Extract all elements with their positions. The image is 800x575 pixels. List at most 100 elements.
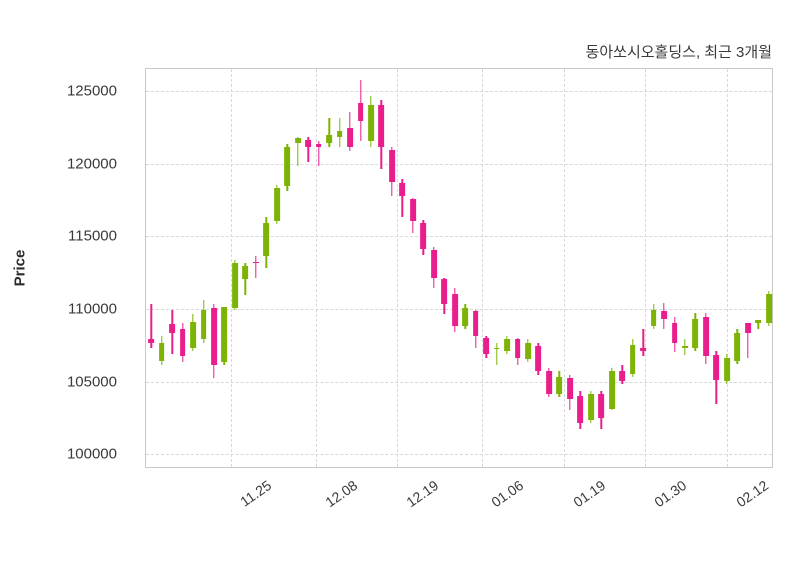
candlestick[interactable] — [544, 67, 554, 467]
candlestick[interactable] — [272, 67, 282, 467]
candlestick[interactable] — [167, 67, 177, 467]
candlestick[interactable] — [680, 67, 690, 467]
candlestick-body — [515, 339, 521, 358]
candlestick[interactable] — [209, 67, 219, 467]
candlestick[interactable] — [732, 67, 742, 467]
candlestick[interactable] — [764, 67, 774, 467]
x-axis-tick-label: 01.19 — [570, 477, 608, 510]
candlestick[interactable] — [607, 67, 617, 467]
candlestick[interactable] — [627, 67, 637, 467]
candlestick[interactable] — [460, 67, 470, 467]
candlestick-body — [755, 320, 761, 323]
candlestick-body — [546, 371, 552, 394]
candlestick-body — [420, 223, 426, 249]
candlestick[interactable] — [554, 67, 564, 467]
candlestick-body — [253, 262, 259, 264]
candlestick[interactable] — [690, 67, 700, 467]
candlestick[interactable] — [408, 67, 418, 467]
candlestick[interactable] — [324, 67, 334, 467]
candlestick-body — [494, 348, 500, 350]
y-axis-title-label: Price — [12, 250, 29, 287]
candlestick-body — [588, 394, 594, 420]
candlestick[interactable] — [334, 67, 344, 467]
candlestick[interactable] — [743, 67, 753, 467]
candlestick[interactable] — [512, 67, 522, 467]
candlestick-body — [766, 294, 772, 323]
candlestick[interactable] — [523, 67, 533, 467]
candlestick[interactable] — [439, 67, 449, 467]
candlestick-body — [703, 317, 709, 356]
candlestick-body — [347, 128, 353, 147]
candlestick[interactable] — [282, 67, 292, 467]
candlestick[interactable] — [313, 67, 323, 467]
candlestick-body — [577, 396, 583, 424]
candlestick[interactable] — [596, 67, 606, 467]
candlestick[interactable] — [648, 67, 658, 467]
candlestick[interactable] — [502, 67, 512, 467]
y-axis-tick-label: 125000 — [42, 82, 117, 99]
candlestick-wick — [255, 256, 256, 278]
candlestick-body — [316, 144, 322, 147]
candlestick-body — [619, 371, 625, 381]
candlestick[interactable] — [701, 67, 711, 467]
candlestick-body — [232, 263, 238, 308]
candlestick[interactable] — [470, 67, 480, 467]
candlestick-body — [682, 346, 688, 348]
candlestick-body — [693, 319, 699, 348]
candlestick[interactable] — [366, 67, 376, 467]
candlestick-body — [724, 358, 730, 381]
candlestick-body — [651, 310, 657, 326]
candlestick-body — [661, 311, 667, 318]
candlestick[interactable] — [418, 67, 428, 467]
candlestick[interactable] — [722, 67, 732, 467]
candlestick[interactable] — [669, 67, 679, 467]
y-axis-tick-label: 110000 — [42, 301, 117, 318]
candlestick[interactable] — [565, 67, 575, 467]
candlestick-body — [305, 140, 311, 147]
candlestick[interactable] — [251, 67, 261, 467]
candlestick[interactable] — [387, 67, 397, 467]
candlestick[interactable] — [575, 67, 585, 467]
candlestick-body — [201, 310, 207, 339]
candlestick[interactable] — [429, 67, 439, 467]
candlestick[interactable] — [711, 67, 721, 467]
candlestick[interactable] — [397, 67, 407, 467]
candlestick[interactable] — [659, 67, 669, 467]
candlestick[interactable] — [638, 67, 648, 467]
y-axis-tick-label: 115000 — [42, 228, 117, 245]
x-axis-tick-label: 02.12 — [733, 477, 771, 510]
candlestick-body — [745, 323, 751, 333]
x-axis-tick-label: 01.06 — [488, 477, 526, 510]
candlestick[interactable] — [293, 67, 303, 467]
candlestick[interactable] — [240, 67, 250, 467]
candlestick[interactable] — [156, 67, 166, 467]
candlestick[interactable] — [491, 67, 501, 467]
candlestick[interactable] — [146, 67, 156, 467]
candlestick[interactable] — [198, 67, 208, 467]
candlestick[interactable] — [188, 67, 198, 467]
candlestick[interactable] — [345, 67, 355, 467]
candlestick[interactable] — [450, 67, 460, 467]
candlestick[interactable] — [376, 67, 386, 467]
candlestick[interactable] — [230, 67, 240, 467]
candlestick[interactable] — [177, 67, 187, 467]
candlestick[interactable] — [481, 67, 491, 467]
candlestick-body — [263, 223, 269, 256]
candlestick-wick — [758, 323, 759, 329]
candlestick[interactable] — [586, 67, 596, 467]
candlestick[interactable] — [303, 67, 313, 467]
candlestick[interactable] — [355, 67, 365, 467]
candlestick[interactable] — [533, 67, 543, 467]
candlestick-body — [504, 339, 510, 351]
candlestick[interactable] — [753, 67, 763, 467]
candlestick[interactable] — [261, 67, 271, 467]
candlestick[interactable] — [617, 67, 627, 467]
candlestick-body — [714, 355, 720, 380]
candlestick-body — [337, 131, 343, 137]
candlestick-body — [169, 324, 175, 333]
candlestick-body — [536, 346, 542, 371]
candlestick-body — [441, 279, 447, 304]
candlestick-body — [190, 322, 196, 348]
candlestick[interactable] — [219, 67, 229, 467]
candlestick-body — [525, 343, 531, 359]
